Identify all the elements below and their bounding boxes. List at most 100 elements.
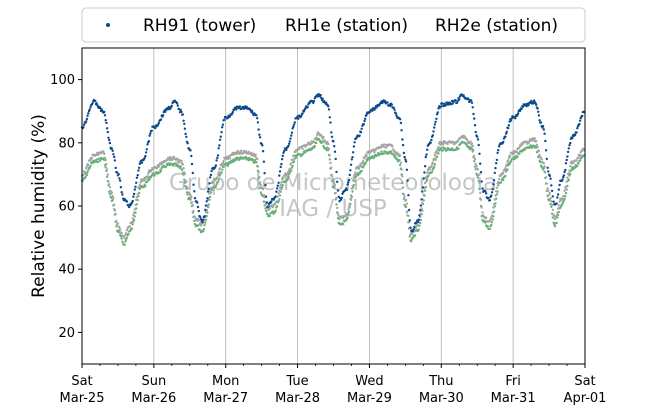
series-point [404, 198, 408, 202]
series-point [255, 114, 258, 117]
series-point [401, 181, 404, 185]
series-point [490, 221, 494, 224]
series-point [346, 212, 349, 215]
series-point [278, 174, 281, 177]
series-point [362, 123, 365, 126]
series-point [546, 166, 549, 169]
series-point [85, 166, 88, 170]
series-point [256, 157, 259, 161]
series-point [562, 176, 565, 179]
series-point [420, 198, 423, 201]
series-point [421, 186, 425, 189]
series-point [515, 150, 518, 153]
series-point [477, 179, 480, 183]
series-point [274, 209, 277, 212]
series-point [261, 187, 265, 191]
series-point [380, 150, 383, 153]
series-point [292, 160, 296, 163]
series-point [105, 127, 109, 130]
series-point [315, 141, 318, 145]
series-point [363, 119, 366, 123]
series-point [433, 126, 436, 129]
series-point [488, 227, 492, 231]
series-point [473, 154, 476, 157]
series-point [568, 144, 571, 147]
series-point [502, 137, 506, 140]
series-point [564, 168, 567, 172]
series-point [482, 214, 485, 217]
series-point [359, 131, 363, 134]
series-point [349, 194, 353, 197]
series-point [551, 208, 554, 212]
series-point [185, 135, 188, 139]
series-point [105, 175, 109, 178]
series-point [117, 173, 120, 176]
series-point [335, 196, 338, 200]
series-point [437, 152, 440, 155]
series-point [351, 184, 354, 187]
series-point [333, 145, 336, 148]
series-point [86, 171, 89, 174]
legend-label-rh2e: RH2e (station) [435, 16, 558, 36]
axes: Sat Mar-25 Sun Mar-26 Mon Mar-27 Tue Mar-28 Wed M… [50, 47, 606, 406]
x-tick-day: Thu [428, 374, 453, 389]
series-point [494, 194, 497, 197]
series-point [535, 143, 539, 146]
series-point [440, 147, 443, 150]
series-point [175, 102, 179, 105]
series-point [563, 189, 566, 192]
series-point [118, 177, 121, 180]
series-point [392, 106, 395, 110]
series-point [418, 214, 421, 217]
series-point [87, 112, 90, 115]
series-point [578, 122, 581, 126]
series-point [278, 194, 282, 197]
series-point [546, 187, 549, 190]
series-point [537, 114, 541, 117]
series-point [204, 211, 208, 214]
series-point [567, 147, 570, 150]
series-point [190, 154, 193, 158]
series-point [398, 159, 401, 162]
series-point [164, 165, 168, 168]
series-point [405, 168, 409, 171]
series-point [280, 187, 283, 191]
series-point [479, 198, 483, 201]
series-point [290, 169, 293, 172]
series-point [180, 159, 183, 163]
series-point [268, 214, 272, 218]
series-point [547, 189, 550, 192]
series-point [493, 171, 496, 175]
series-point [528, 140, 531, 143]
series-point [203, 215, 206, 218]
series-point [581, 114, 584, 118]
series-point [218, 138, 222, 141]
series-point [225, 157, 228, 161]
series-point [290, 131, 294, 134]
series-point [375, 106, 378, 109]
series-point [567, 178, 570, 181]
series-point [96, 160, 100, 164]
series-point [108, 183, 111, 186]
series-point [247, 150, 250, 153]
series-point [113, 159, 117, 162]
series-point [347, 210, 351, 213]
series-point [262, 160, 266, 163]
series-point [471, 106, 474, 109]
series-point [403, 155, 406, 159]
series-point [131, 199, 134, 203]
series-point [290, 134, 293, 137]
series-point [315, 133, 319, 136]
series-point [275, 200, 279, 203]
series-point [432, 130, 435, 133]
series-point [204, 208, 207, 212]
series-point [95, 102, 98, 105]
x-tick-day: Tue [285, 374, 308, 389]
series-point [505, 130, 508, 133]
series-point [193, 216, 197, 219]
series-point [82, 123, 86, 127]
series-point [280, 181, 283, 184]
series-point [87, 168, 90, 172]
series-point [514, 117, 517, 120]
series-point [235, 158, 238, 162]
